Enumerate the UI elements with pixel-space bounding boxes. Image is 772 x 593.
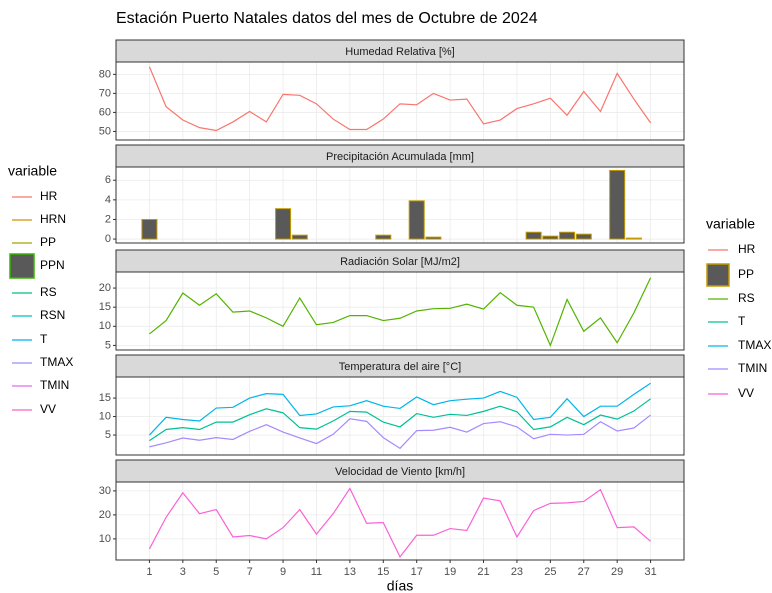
y-tick-label: 10 <box>99 533 111 545</box>
legend-label: T <box>40 332 48 346</box>
y-tick-label: 10 <box>99 410 111 422</box>
bar <box>559 231 576 240</box>
strip-label: Velocidad de Viento [km/h] <box>335 466 465 478</box>
legend-key <box>9 253 35 279</box>
y-tick-label: 5 <box>105 339 111 351</box>
y-tick-label: 4 <box>105 194 111 206</box>
strip-label: Temperatura del aire [°C] <box>339 361 461 373</box>
y-tick-label: 80 <box>99 68 111 80</box>
panel <box>116 377 684 455</box>
legend-key <box>706 263 730 287</box>
x-tick-label: 5 <box>213 566 219 578</box>
legend-title: variable <box>706 216 755 232</box>
panel-border <box>115 61 685 141</box>
chart-title: Estación Puerto Natales datos del mes de… <box>116 10 538 27</box>
y-tick-label: 20 <box>99 509 111 521</box>
line <box>148 382 651 436</box>
x-tick-label: 7 <box>247 566 253 578</box>
x-tick-label: 27 <box>578 566 590 578</box>
line <box>149 398 651 442</box>
panel <box>116 272 684 350</box>
bar <box>291 234 308 240</box>
y-tick-label: 2 <box>105 213 111 225</box>
line <box>149 414 651 450</box>
strip-label: Humedad Relativa [%] <box>345 46 454 58</box>
line <box>149 277 652 348</box>
x-axis-label: días <box>387 578 413 593</box>
legend-label: PP <box>40 235 56 249</box>
legend-label: TMIN <box>40 378 69 392</box>
legend-label: HRN <box>40 212 66 226</box>
x-tick-label: 13 <box>344 566 356 578</box>
bar <box>375 234 392 240</box>
legend-label: TMAX <box>40 355 73 369</box>
legend-label: RS <box>738 291 755 305</box>
bar <box>275 208 292 240</box>
y-tick-label: 15 <box>99 301 111 313</box>
bar <box>141 218 158 240</box>
x-tick-label: 11 <box>311 566 322 578</box>
legend-label: VV <box>738 386 754 400</box>
legend-label: RS <box>40 285 57 299</box>
panel <box>116 482 684 560</box>
legend-label: PP <box>738 267 754 281</box>
bar <box>625 237 642 240</box>
x-tick-label: 21 <box>477 566 489 578</box>
legend-label: TMAX <box>738 338 771 352</box>
y-tick-label: 30 <box>99 485 111 497</box>
x-tick-label: 1 <box>146 566 152 578</box>
x-tick-label: 31 <box>644 566 656 578</box>
bar <box>425 236 442 240</box>
x-tick-label: 23 <box>511 566 523 578</box>
legend-label: HR <box>40 189 58 203</box>
x-tick-label: 15 <box>377 566 389 578</box>
y-tick-label: 70 <box>99 87 111 99</box>
legend-label: TMIN <box>738 361 767 375</box>
strip-label: Precipitación Acumulada [mm] <box>326 151 474 163</box>
strip-label: Radiación Solar [MJ/m2] <box>340 256 460 268</box>
legend-label: HR <box>738 242 756 256</box>
legend-label: T <box>738 314 746 328</box>
legend-label: VV <box>40 402 56 416</box>
y-tick-label: 5 <box>105 429 111 441</box>
bar <box>575 233 592 240</box>
bar <box>609 169 626 240</box>
x-tick-label: 17 <box>411 566 423 578</box>
panel <box>116 62 684 140</box>
line <box>148 66 652 132</box>
panel-border <box>115 376 685 456</box>
panel-border <box>115 271 685 351</box>
panel <box>116 167 684 243</box>
x-tick-label: 9 <box>280 566 286 578</box>
y-tick-label: 6 <box>105 174 111 186</box>
y-tick-label: 0 <box>105 233 111 245</box>
y-tick-label: 20 <box>99 282 111 294</box>
y-tick-label: 60 <box>99 106 111 118</box>
bar <box>525 231 542 240</box>
bar <box>542 235 559 240</box>
legend-label: RSN <box>40 308 65 322</box>
x-tick-label: 3 <box>180 566 186 578</box>
line <box>148 487 651 559</box>
x-tick-label: 25 <box>544 566 556 578</box>
legend-title: variable <box>8 163 57 179</box>
x-tick-label: 29 <box>611 566 623 578</box>
y-tick-label: 10 <box>99 320 111 332</box>
bar <box>408 200 425 240</box>
legend-label: PPN <box>40 258 65 272</box>
x-tick-label: 19 <box>444 566 456 578</box>
y-tick-label: 15 <box>99 392 111 404</box>
panel-border <box>115 166 685 244</box>
y-tick-label: 50 <box>99 125 111 137</box>
panel-border <box>115 481 685 561</box>
